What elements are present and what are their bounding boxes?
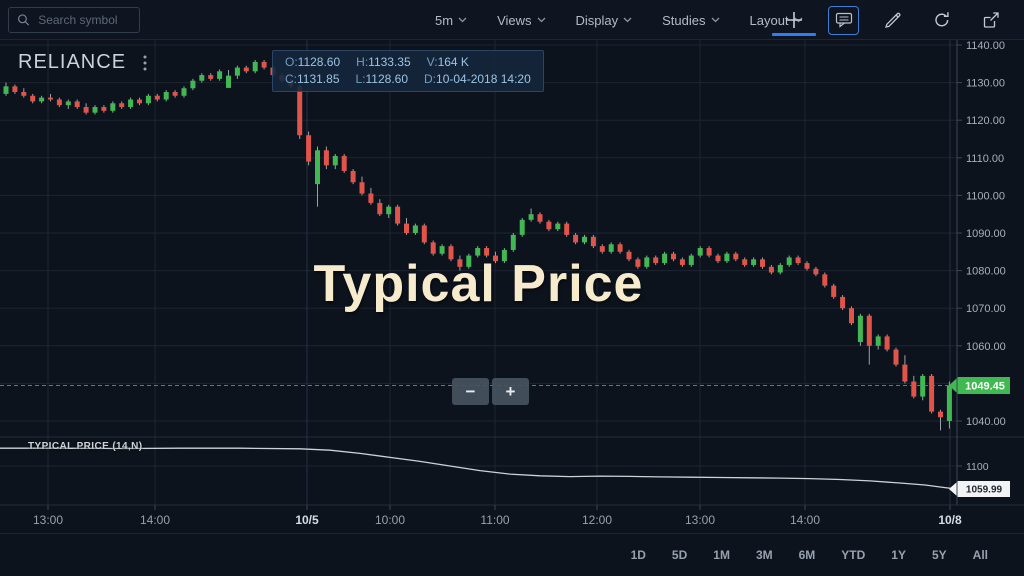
add-chart-button[interactable] — [772, 5, 816, 36]
candlestick-chart[interactable]: 11001059.991140.001130.001120.001110.001… — [0, 40, 1024, 533]
menu-display[interactable]: Display — [576, 13, 633, 28]
zoom-out-button[interactable]: − — [452, 378, 489, 405]
toolbar-tools — [772, 0, 1006, 40]
popout-button[interactable] — [976, 5, 1006, 35]
indicator-tick-label: 1100 — [966, 461, 989, 473]
range-button-all[interactable]: All — [972, 548, 988, 562]
time-tick-label: 11:00 — [480, 513, 509, 527]
time-tick-label: 10:00 — [375, 513, 405, 527]
grid-layer — [0, 40, 1024, 505]
time-tick-label: 14:00 — [140, 513, 170, 527]
last-price-badge — [949, 376, 1010, 394]
menu-layout[interactable]: Layout — [750, 13, 803, 28]
top-toolbar: 5m Views Display Studies Layout — [0, 0, 1024, 40]
chart-area: 1100 1059.99 1140.00 1130.00 1120.00 1110.00 1… — [0, 40, 1024, 533]
comment-tool-button[interactable] — [828, 5, 859, 35]
time-tick-label: 10/8 — [938, 513, 962, 527]
range-button-6m[interactable]: 6M — [798, 548, 816, 562]
menu-display-label: Display — [575, 12, 619, 28]
chevron-down-icon — [537, 17, 545, 23]
active-tool-underline — [772, 33, 816, 36]
search-icon — [17, 13, 30, 26]
refresh-button[interactable] — [927, 5, 957, 35]
indicator-last-value: 1059.99 — [966, 485, 1003, 496]
menu-studies[interactable]: Studies — [662, 13, 719, 28]
last-price-value: 1049.45 — [965, 380, 1005, 392]
price-tick-label: 1100.00 — [966, 190, 1005, 202]
range-selector: 1D 5D 1M 3M 6M YTD 1Y 5Y All — [0, 533, 1024, 576]
ohlc-row-1: O:1128.60 H:1133.35 V:164 K — [285, 54, 531, 71]
menu-studies-label: Studies — [662, 12, 706, 28]
time-tick-label: 14:00 — [790, 513, 820, 527]
chevron-down-icon — [623, 17, 632, 23]
chevron-down-icon — [794, 17, 803, 23]
refresh-icon — [935, 12, 949, 27]
candles-layer — [0, 60, 952, 431]
indicator-pane: 1100 1059.99 — [0, 447, 1010, 498]
range-button-1y[interactable]: 1Y — [891, 548, 906, 562]
add-icon — [786, 12, 802, 28]
ohlc-datetime: D:10-04-2018 14:20 — [424, 72, 531, 86]
menu-interval-label: 5m — [435, 12, 454, 28]
indicator-value-badge — [949, 481, 1010, 498]
ohlc-high: H:1133.35 — [356, 55, 411, 69]
ohlc-low: L:1128.60 — [355, 72, 409, 86]
pencil-icon — [885, 12, 901, 28]
time-tick-label: 10/5 — [295, 513, 319, 527]
menu-views[interactable]: Views — [497, 13, 545, 28]
price-tick-label: 1070.00 — [966, 303, 1006, 315]
kebab-menu-icon — [143, 55, 147, 70]
symbol-header: RELIANCE — [18, 51, 152, 74]
price-tick-label: 1060.00 — [966, 341, 1006, 353]
chevron-down-icon — [458, 17, 467, 23]
zoom-in-button[interactable]: + — [492, 378, 529, 405]
symbol-search-box[interactable] — [8, 6, 140, 33]
menu-layout-label: Layout — [749, 12, 789, 28]
time-tick-label: 13:00 — [685, 513, 715, 527]
time-tick-label: 12:00 — [582, 513, 612, 527]
time-tick-label: 13:00 — [33, 513, 63, 527]
toolbar-menus: 5m Views Display Studies Layout — [435, 0, 803, 40]
ohlc-info-box: O:1128.60 H:1133.35 V:164 K C:1131.85 L:… — [272, 50, 544, 92]
ohlc-open: O:1128.60 — [285, 55, 341, 69]
menu-views-label: Views — [497, 12, 532, 28]
price-tick-label: 1040.00 — [966, 416, 1006, 428]
range-button-5d[interactable]: 5D — [671, 548, 688, 562]
chevron-down-icon — [711, 17, 719, 23]
range-button-1m[interactable]: 1M — [713, 548, 730, 562]
range-button-3m[interactable]: 3M — [755, 548, 773, 562]
time-axis: 13:00 14:00 10/5 10:00 11:00 12:00 13:00 14:00 1… — [0, 504, 1024, 527]
range-button-ytd[interactable]: YTD — [841, 548, 866, 562]
price-tick-label: 1140.00 — [966, 40, 1005, 52]
price-axis: 1140.00 1130.00 1120.00 1110.00 1100.00 1090.… — [949, 40, 1010, 505]
range-button-1d[interactable]: 1D — [630, 548, 646, 562]
symbol-title: RELIANCE — [18, 51, 127, 73]
popout-icon — [983, 12, 999, 28]
range-button-5y[interactable]: 5Y — [931, 548, 947, 562]
ohlc-row-2: C:1131.85 L:1128.60 D:10-04-2018 14:20 — [285, 71, 531, 88]
search-input[interactable] — [36, 11, 131, 28]
ohlc-volume: V:164 K — [426, 55, 469, 69]
draw-tool-button[interactable] — [878, 5, 908, 35]
indicator-label[interactable]: TYPICAL PRICE (14,N) — [28, 441, 143, 452]
typical-price-line — [0, 447, 958, 490]
zoom-controls: − + — [452, 378, 529, 405]
price-tick-label: 1080.00 — [966, 266, 1006, 278]
price-tick-label: 1130.00 — [966, 78, 1005, 90]
price-tick-label: 1120.00 — [966, 115, 1005, 127]
price-tick-label: 1110.00 — [966, 153, 1004, 165]
symbol-menu-button[interactable] — [138, 53, 152, 73]
comment-icon — [835, 12, 852, 28]
price-tick-label: 1090.00 — [966, 228, 1006, 240]
ohlc-close: C:1131.85 — [285, 72, 340, 86]
menu-interval[interactable]: 5m — [435, 13, 467, 28]
